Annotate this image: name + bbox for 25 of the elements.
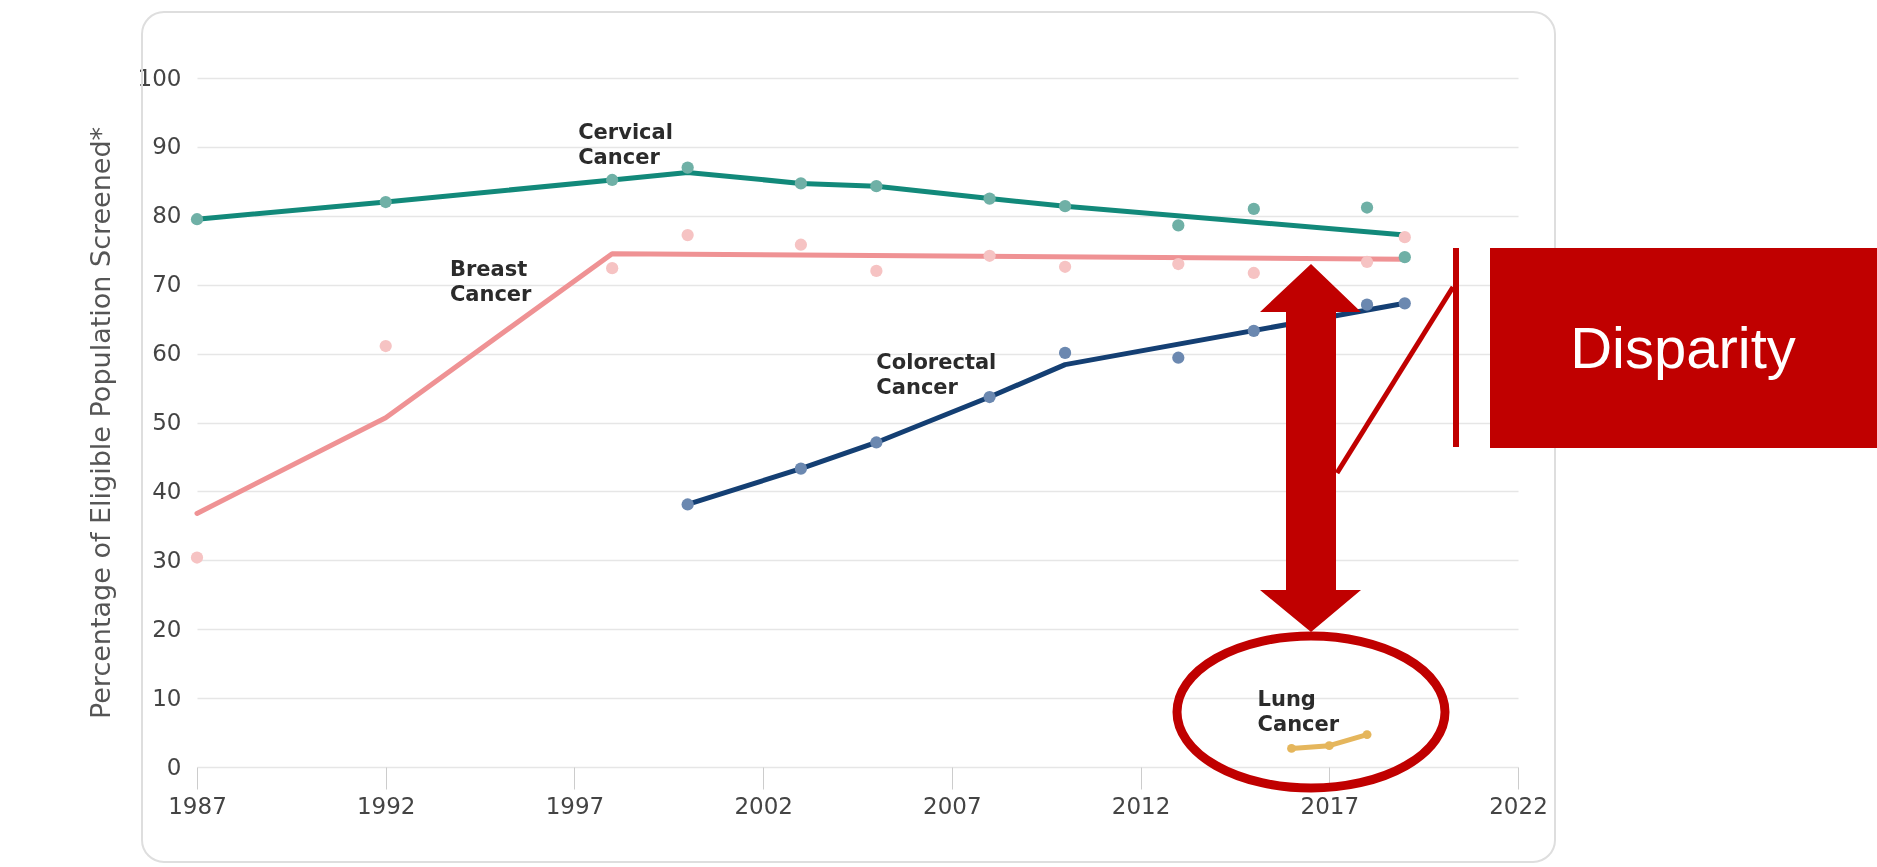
x-tick-label: 2002 bbox=[734, 792, 793, 819]
x-tick-label: 2017 bbox=[1300, 792, 1360, 819]
x-tick-label: 1987 bbox=[168, 792, 227, 819]
x-tick-label: 1992 bbox=[356, 792, 416, 819]
series-label: Cervical Cancer bbox=[578, 120, 673, 170]
series-label: Lung Cancer bbox=[1257, 687, 1340, 737]
x-tick-label: 2007 bbox=[923, 792, 982, 819]
x-tick-label: 2022 bbox=[1489, 792, 1548, 819]
y-tick-label: 30 bbox=[152, 546, 182, 573]
y-tick-label: 50 bbox=[152, 409, 182, 435]
y-tick-label: 10 bbox=[152, 684, 182, 711]
y-tick-label: 40 bbox=[152, 477, 182, 504]
x-tick-label: 1997 bbox=[545, 792, 605, 819]
y-tick-label: 0 bbox=[166, 753, 182, 780]
y-tick-label: 60 bbox=[152, 340, 182, 367]
y-tick-label: 70 bbox=[152, 271, 182, 298]
y-tick-label: 90 bbox=[152, 133, 182, 160]
y-tick-label: 20 bbox=[152, 615, 182, 642]
series-label: Colorectal Cancer bbox=[876, 350, 997, 400]
x-tick-label: 2012 bbox=[1111, 792, 1171, 819]
series-label: Breast Cancer bbox=[449, 257, 533, 307]
y-tick-label: 80 bbox=[152, 202, 182, 229]
y-axis-title: Percentage of Eligible Population Screened* bbox=[84, 126, 116, 720]
y-tick-label: 100 bbox=[137, 64, 182, 91]
text: Disparity bbox=[1570, 315, 1796, 380]
